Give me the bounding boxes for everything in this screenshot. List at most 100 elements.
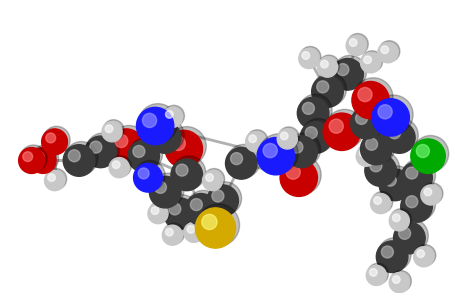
Circle shape [374,95,413,134]
Circle shape [383,122,415,153]
Circle shape [155,181,166,193]
Circle shape [197,204,239,246]
Circle shape [381,46,389,54]
Circle shape [176,164,188,176]
Circle shape [299,49,319,69]
Circle shape [320,60,328,68]
Circle shape [302,102,314,114]
Circle shape [389,211,410,231]
Circle shape [65,142,98,175]
Circle shape [384,174,396,186]
Circle shape [421,185,441,205]
Circle shape [165,111,173,118]
Circle shape [352,104,385,137]
Circle shape [390,209,411,230]
Circle shape [402,159,436,192]
Circle shape [263,143,277,158]
Circle shape [135,161,165,191]
Circle shape [299,94,332,127]
Circle shape [291,141,303,153]
Circle shape [317,81,329,93]
Circle shape [185,220,206,241]
Circle shape [165,195,199,228]
Circle shape [191,198,202,211]
Circle shape [111,125,147,162]
Circle shape [162,107,182,128]
Circle shape [149,201,170,223]
Circle shape [138,104,178,143]
Circle shape [374,197,382,204]
Circle shape [319,55,339,76]
Circle shape [379,169,411,201]
Circle shape [300,46,321,68]
Circle shape [406,167,418,179]
Circle shape [395,219,428,252]
Circle shape [381,166,414,199]
Circle shape [347,33,368,55]
Circle shape [417,250,425,257]
Circle shape [142,113,156,128]
Circle shape [370,268,377,276]
Circle shape [149,122,181,153]
Circle shape [378,105,392,119]
Circle shape [109,158,129,178]
Circle shape [207,185,238,217]
Circle shape [278,127,300,148]
Circle shape [365,138,378,150]
Circle shape [281,132,288,140]
Circle shape [30,148,56,173]
Circle shape [329,119,343,133]
Circle shape [151,119,184,152]
Circle shape [212,190,224,202]
Circle shape [164,198,195,229]
Circle shape [280,159,318,196]
Circle shape [103,120,124,141]
Circle shape [90,141,102,153]
Circle shape [361,53,381,73]
Circle shape [209,182,242,215]
Circle shape [366,265,386,285]
Circle shape [169,203,181,215]
Circle shape [356,112,367,124]
Circle shape [171,136,185,150]
Circle shape [389,127,401,139]
Circle shape [376,241,408,273]
Circle shape [358,88,372,102]
Circle shape [312,76,343,107]
Circle shape [171,159,202,191]
Circle shape [148,204,168,224]
Circle shape [389,273,410,293]
Circle shape [367,263,388,285]
Circle shape [85,136,116,168]
Circle shape [282,155,321,195]
Circle shape [257,137,294,175]
Circle shape [370,160,382,172]
Circle shape [112,161,120,168]
Circle shape [346,35,366,56]
Circle shape [45,170,64,191]
Circle shape [411,139,445,173]
Circle shape [151,173,184,206]
Circle shape [390,271,411,292]
Circle shape [206,174,213,181]
Circle shape [392,276,400,283]
Circle shape [361,133,392,165]
Circle shape [115,134,128,148]
Circle shape [31,145,59,172]
Circle shape [412,136,449,172]
Circle shape [133,145,145,157]
Circle shape [203,169,225,190]
Circle shape [382,246,393,258]
Circle shape [357,144,378,165]
Circle shape [362,51,383,72]
Circle shape [325,109,364,149]
Circle shape [318,57,337,77]
Circle shape [356,146,376,166]
Circle shape [18,148,45,173]
Circle shape [246,132,266,152]
Circle shape [385,119,418,152]
Circle shape [226,148,257,179]
Circle shape [249,135,256,143]
Circle shape [359,149,367,157]
Circle shape [165,130,202,168]
